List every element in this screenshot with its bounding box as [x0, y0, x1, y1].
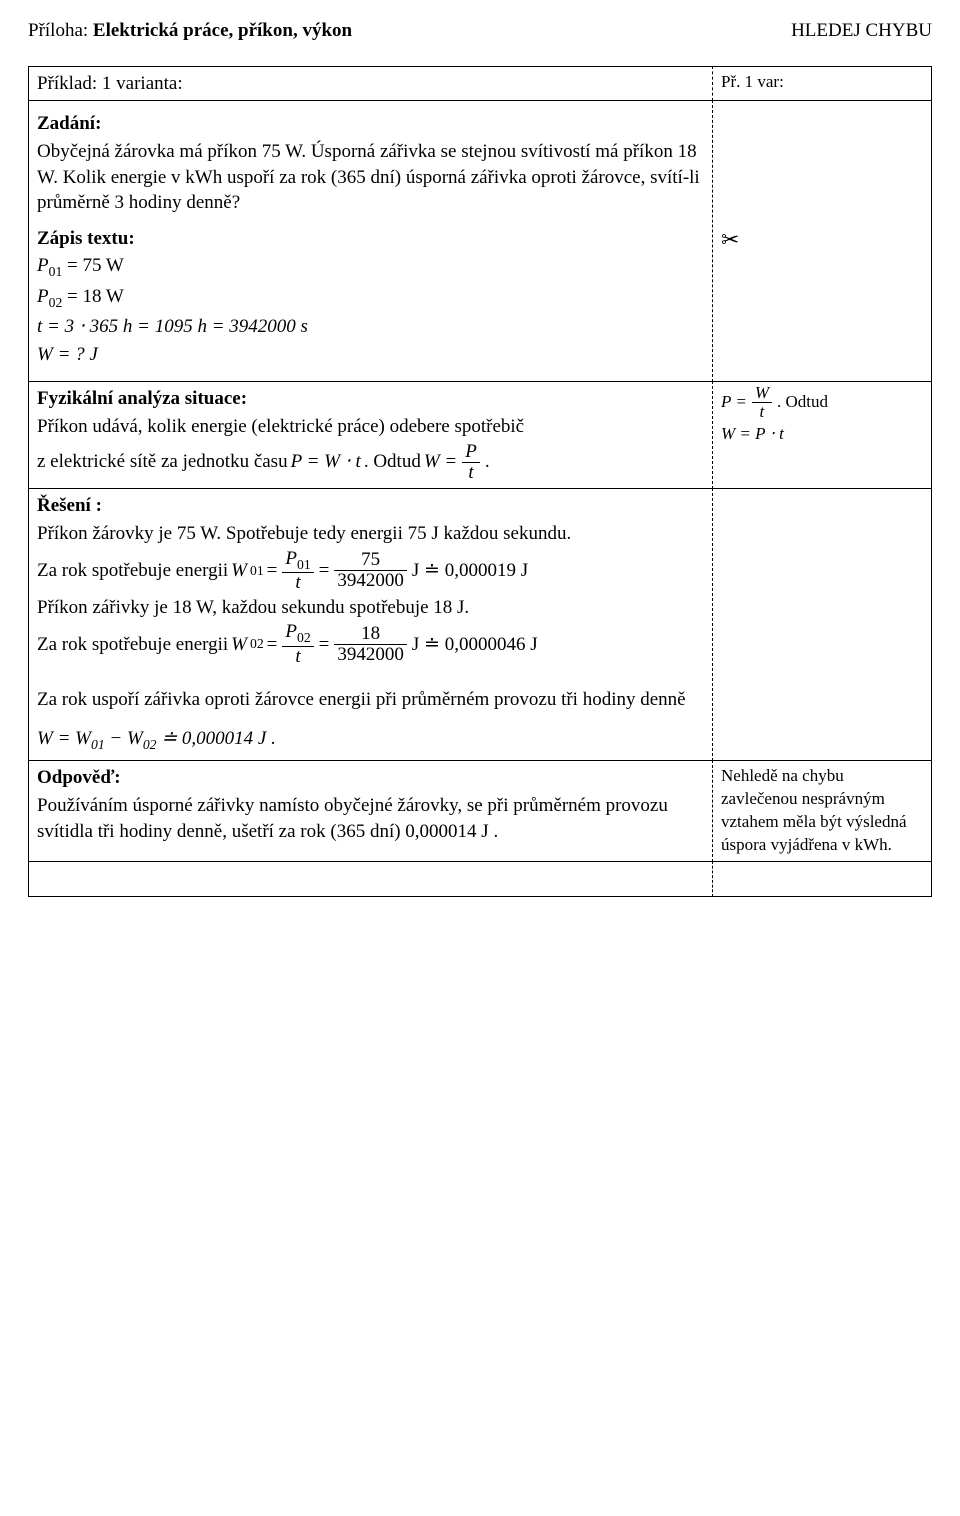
analyza-eq2-lhs: W = [424, 449, 457, 475]
reseni-l2-f1-num-sub: 01 [297, 557, 311, 572]
reseni-l2-frac2: 75 3942000 [334, 550, 407, 591]
annotation-formula-cell: P = W t . Odtud W = P ⋅ t [712, 381, 932, 489]
annotation-note: Nehledě na chybu zavlečenou nesprávným v… [721, 765, 923, 857]
reseni-l2-f1-num-sym: P [285, 548, 297, 569]
zapis-heading: Zápis textu: [37, 226, 704, 252]
annot-formula-line2: W = P ⋅ t [721, 423, 923, 446]
reseni-l4-f2-num: 18 [334, 624, 407, 644]
reseni-heading: Řešení : [37, 493, 704, 519]
empty-right [712, 861, 932, 897]
reseni-l2-W: W [231, 558, 247, 584]
reseni-l4-W: W [231, 632, 247, 658]
reseni-l4-eq: = [267, 632, 278, 658]
reseni-l4-f1-num-sub: 02 [297, 630, 311, 645]
reseni-cell: Řešení : Příkon žárovky je 75 W. Spotřeb… [28, 488, 712, 761]
zapis-l2-val: = 18 W [62, 286, 124, 307]
reseni-l2-frac1: P01 t [282, 549, 313, 593]
reseni-l2-eq: = [267, 558, 278, 584]
header-left: Příloha: Elektrická práce, příkon, výkon [28, 18, 352, 44]
zapis-l2-sym: P [37, 286, 49, 307]
reseni-l4-pre: Za rok spotřebuje energii [37, 632, 228, 658]
analyza-l2-pre: z elektrické sítě za jednotku času [37, 449, 288, 475]
zapis-l2-sub: 02 [49, 295, 63, 310]
example-label-left: Příklad: 1 varianta: [28, 66, 712, 102]
odpoved-cell: Odpověď: Používáním úsporné zářivky namí… [28, 760, 712, 862]
reseni-l1: Příkon žárovky je 75 W. Spotřebuje tedy … [37, 521, 704, 547]
reseni-l2-f1-den: t [282, 572, 313, 593]
annot-f-pre: P = [721, 391, 747, 414]
reseni-l6-c: ≐ 0,000014 J . [156, 728, 275, 749]
annot-frac: W t [752, 384, 772, 421]
odpoved-text: Používáním úsporné zářivky namísto obyče… [37, 793, 704, 844]
reseni-l6-sub2: 02 [143, 737, 157, 752]
zadani-heading: Zadání: [37, 111, 704, 137]
reseni-l2-f2-num: 75 [334, 550, 407, 570]
zapis-l1: P01 = 75 W [37, 253, 704, 281]
reseni-l6-sub1: 01 [91, 737, 105, 752]
analyza-eq2-den: t [462, 462, 480, 483]
analyza-eq2-num: P [462, 442, 480, 462]
page-header: Příloha: Elektrická práce, příkon, výkon… [28, 18, 932, 44]
reseni-l4-f1-num-sym: P [285, 621, 297, 642]
reseni-l4-mid: = [319, 632, 330, 658]
analyza-l2-mid: . Odtud [364, 449, 421, 475]
zapis-l1-sym: P [37, 255, 49, 276]
annot-f-den: t [752, 402, 772, 421]
reseni-l5: Za rok uspoří zářivka oproti žárovce ene… [37, 687, 704, 713]
analyza-heading: Fyzikální analýza situace: [37, 386, 704, 412]
reseni-l2-Wsub: 01 [250, 562, 264, 580]
zapis-l1-sub: 01 [49, 264, 63, 279]
header-right: HLEDEJ CHYBU [791, 18, 932, 44]
reseni-l6-a: W = W [37, 728, 91, 749]
analyza-line1: Příkon udává, kolik energie (elektrické … [37, 414, 704, 440]
reseni-l2-mid: = [319, 558, 330, 584]
reseni-l4-post: J ≐ 0,0000046 J [412, 632, 538, 658]
reseni-l2-post: J ≐ 0,000019 J [412, 558, 528, 584]
reseni-l4-f1-den: t [282, 646, 313, 667]
worksheet-grid: Příklad: 1 varianta: Př. 1 var: Zadání: … [28, 66, 932, 897]
odpoved-heading: Odpověď: [37, 765, 704, 791]
reseni-l2-f1-num: P01 [282, 549, 313, 572]
analyza-eq2-frac: P t [462, 442, 480, 483]
empty-left [28, 861, 712, 897]
annot-f-post: . Odtud [777, 391, 828, 414]
zadani-zapis-cell: Zadání: Obyčejná žárovka má příkon 75 W.… [28, 100, 712, 382]
reseni-annot-empty [712, 488, 932, 761]
reseni-l2-f2-den: 3942000 [334, 570, 407, 591]
zapis-l3: t = 3 ⋅ 365 h = 1095 h = 3942000 s [37, 314, 704, 340]
reseni-l2: Za rok spotřebuje energii W01 = P01 t = … [37, 549, 704, 593]
analyza-l2-post: . [485, 449, 490, 475]
zadani-text: Obyčejná žárovka má příkon 75 W. Úsporná… [37, 139, 704, 216]
analyza-line2: z elektrické sítě za jednotku času P = W… [37, 442, 704, 483]
reseni-l2-pre: Za rok spotřebuje energii [37, 558, 228, 584]
reseni-l4-Wsub: 02 [250, 635, 264, 653]
scissors-cell: ✂ [712, 100, 932, 382]
analyza-cell: Fyzikální analýza situace: Příkon udává,… [28, 381, 712, 489]
zapis-l1-val: = 75 W [62, 255, 124, 276]
zapis-l2: P02 = 18 W [37, 284, 704, 312]
reseni-l3: Příkon zářivky je 18 W, každou sekundu s… [37, 595, 704, 621]
zapis-l4: W = ? J [37, 342, 704, 368]
annotation-note-cell: Nehledě na chybu zavlečenou nesprávným v… [712, 760, 932, 862]
example-label-right: Př. 1 var: [712, 66, 932, 102]
annot-f-num: W [752, 384, 772, 402]
reseni-l4-frac1: P02 t [282, 622, 313, 666]
reseni-l4-f1-num: P02 [282, 622, 313, 645]
reseni-l4: Za rok spotřebuje energii W02 = P02 t = … [37, 622, 704, 666]
reseni-l4-frac2: 18 3942000 [334, 624, 407, 665]
scissors-icon: ✂ [721, 105, 923, 255]
reseni-l4-f2-den: 3942000 [334, 644, 407, 665]
reseni-l6: W = W01 − W02 ≐ 0,000014 J . [37, 726, 704, 754]
analyza-eq1: P = W ⋅ t [291, 449, 361, 475]
annot-formula-line1: P = W t . Odtud [721, 384, 923, 421]
header-label: Příloha: [28, 20, 93, 41]
header-title: Elektrická práce, příkon, výkon [93, 20, 352, 41]
reseni-l6-b: − W [105, 728, 143, 749]
